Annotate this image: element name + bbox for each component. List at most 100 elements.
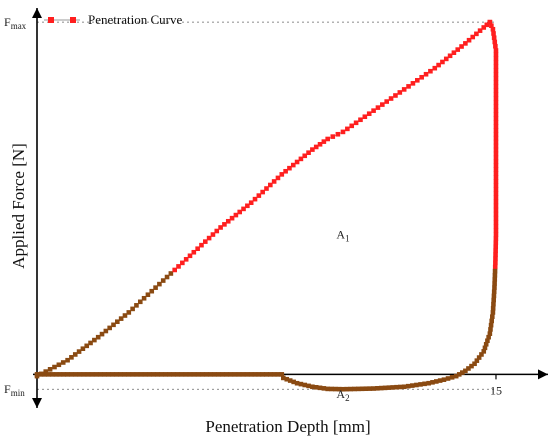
data-point: [160, 278, 166, 283]
data-point: [49, 372, 55, 377]
data-point: [317, 141, 323, 147]
data-point: [175, 372, 181, 377]
legend-marker: [48, 17, 54, 23]
data-point: [353, 120, 359, 126]
data-point: [69, 372, 74, 377]
data-point: [317, 385, 323, 391]
data-point: [345, 126, 350, 132]
data-point: [486, 334, 491, 340]
data-point: [393, 93, 398, 98]
data-point: [195, 372, 201, 377]
data-point: [291, 379, 296, 385]
data-point: [493, 248, 498, 254]
data-point: [493, 135, 499, 141]
data-point: [306, 383, 311, 389]
data-point: [493, 64, 499, 69]
data-point: [53, 372, 59, 377]
data-point: [237, 209, 243, 215]
data-point: [187, 372, 193, 377]
data-point: [491, 293, 497, 299]
data-point: [344, 386, 350, 392]
data-point: [325, 136, 330, 142]
data-point: [451, 50, 457, 55]
data-point: [490, 314, 495, 319]
data-point: [493, 52, 499, 57]
legend: Penetration Curve: [44, 12, 182, 27]
data-point: [419, 74, 424, 80]
data-point: [460, 370, 465, 375]
data-point: [199, 242, 204, 248]
data-point: [492, 277, 498, 282]
data-point: [436, 62, 441, 68]
data-point: [183, 257, 189, 262]
data-point: [378, 385, 384, 391]
data-point: [80, 346, 86, 352]
data-point: [260, 372, 265, 377]
data-point: [410, 81, 416, 86]
x-tick-label: 15: [490, 383, 502, 397]
data-point: [333, 386, 338, 392]
data-point: [487, 19, 493, 25]
data-point: [191, 249, 197, 255]
data-point: [313, 144, 319, 150]
data-point: [493, 88, 499, 93]
data-point: [256, 372, 262, 377]
data-point: [232, 372, 238, 377]
data-point: [414, 78, 420, 83]
data-point: [224, 372, 230, 377]
data-point: [437, 378, 443, 383]
data-point: [493, 68, 499, 73]
data-point: [367, 386, 373, 391]
data-point: [493, 139, 499, 145]
data-point: [130, 306, 135, 312]
data-point: [493, 252, 498, 258]
data-point: [463, 41, 468, 46]
data-point: [493, 72, 499, 77]
data-point: [34, 372, 40, 377]
data-point: [493, 96, 499, 101]
data-point: [172, 267, 177, 273]
data-point: [163, 372, 168, 377]
data-point: [380, 102, 385, 107]
data-point: [264, 372, 269, 377]
data-point: [355, 386, 361, 392]
data-point: [42, 372, 47, 377]
data-point: [76, 349, 82, 354]
data-point: [65, 372, 70, 377]
data-point: [398, 384, 403, 390]
data-point: [493, 92, 499, 97]
data-point: [492, 268, 498, 274]
data-point: [493, 191, 499, 197]
data-point: [321, 386, 327, 391]
data-point: [245, 203, 250, 209]
data-point: [208, 372, 213, 377]
data-point: [256, 193, 262, 198]
data-point: [490, 305, 496, 311]
data-point: [214, 228, 220, 234]
data-point: [474, 31, 479, 37]
data-point: [264, 186, 269, 191]
data-point: [72, 352, 78, 357]
data-point: [159, 372, 164, 377]
data-point: [150, 372, 156, 377]
data-point: [466, 366, 471, 371]
data-point: [363, 386, 369, 392]
data-point: [103, 328, 109, 334]
data-point: [493, 159, 499, 165]
data-point: [426, 380, 431, 386]
data-point: [443, 56, 449, 62]
data-point: [456, 372, 462, 377]
data-point: [187, 253, 193, 259]
data-point: [493, 167, 499, 172]
data-point: [382, 385, 388, 391]
data-point: [493, 104, 499, 109]
data-point: [157, 281, 162, 287]
data-point: [155, 372, 160, 377]
data-point: [298, 381, 304, 387]
data-point: [153, 285, 158, 290]
data-point: [493, 48, 499, 53]
data-point: [268, 182, 273, 188]
data-point: [384, 99, 390, 104]
region-label-a1: A1: [336, 228, 349, 244]
data-point: [241, 206, 246, 212]
